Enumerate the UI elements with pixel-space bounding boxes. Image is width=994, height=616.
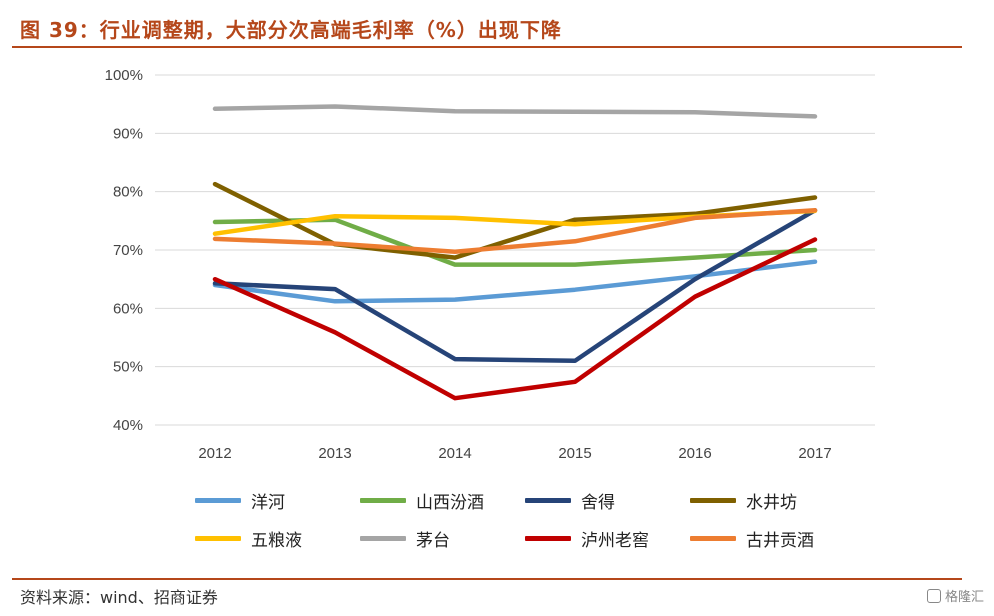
series-line-泸州老窖	[212, 237, 818, 401]
legend-item: 洋河	[195, 488, 360, 513]
y-tick-label: 60%	[113, 300, 143, 317]
legend-swatch	[195, 497, 241, 503]
legend-item: 山西汾酒	[360, 488, 525, 513]
watermark: 格隆汇	[926, 586, 984, 605]
legend-label: 五粮液	[251, 530, 302, 551]
y-tick-label: 80%	[113, 184, 143, 201]
x-axis-tick-labels: 2012 2013 2014 2015 2016 2017	[198, 445, 831, 462]
legend-swatch	[195, 535, 241, 541]
legend-swatch	[690, 497, 736, 503]
legend-item: 古井贡酒	[690, 526, 855, 551]
legend: 洋河 山西汾酒 舍得 水井坊五粮液 茅台 泸州老窖 古井贡酒	[195, 488, 855, 551]
y-tick-label: 90%	[113, 125, 143, 142]
legend-label: 水井坊	[746, 492, 797, 513]
y-tick-label: 70%	[113, 242, 143, 259]
legend-swatch	[525, 497, 571, 503]
x-tick-label: 2016	[678, 445, 711, 462]
legend-label: 泸州老窖	[581, 530, 649, 551]
x-tick-label: 2014	[438, 445, 471, 462]
y-axis-tick-labels: 40% 50% 60% 70% 80% 90% 100%	[105, 67, 143, 434]
series-line-古井贡酒	[212, 208, 818, 254]
x-tick-label: 2013	[318, 445, 351, 462]
series-line-水井坊	[212, 181, 818, 260]
y-tick-label: 100%	[105, 67, 143, 84]
legend-item: 舍得	[525, 488, 690, 513]
legend-item: 五粮液	[195, 526, 360, 551]
legend-label: 舍得	[581, 492, 615, 513]
y-tick-label: 50%	[113, 359, 143, 376]
watermark-logo-icon	[926, 588, 941, 603]
x-tick-label: 2017	[798, 445, 831, 462]
series-line-茅台	[212, 104, 818, 119]
legend-item: 水井坊	[690, 488, 855, 513]
legend-label: 山西汾酒	[416, 492, 484, 513]
gridlines	[155, 74, 875, 426]
series-line-舍得	[212, 208, 818, 364]
legend-swatch	[525, 535, 571, 541]
legend-label: 洋河	[251, 492, 285, 513]
legend-item: 泸州老窖	[525, 526, 690, 551]
legend-item: 茅台	[360, 526, 525, 551]
legend-swatch	[360, 535, 406, 541]
y-tick-label: 40%	[113, 417, 143, 434]
x-tick-label: 2012	[198, 445, 231, 462]
chart-title: 图 39：行业调整期，大部分次高端毛利率（%）出现下降	[20, 18, 562, 42]
watermark-text: 格隆汇	[944, 590, 984, 605]
legend-swatch	[690, 535, 736, 541]
footer-divider	[12, 578, 962, 580]
legend-label: 茅台	[416, 530, 450, 551]
series-lines	[212, 104, 818, 401]
line-chart: 40%50%60%70%80%90%100% 2012 2013 2014 2015 2…	[105, 67, 875, 462]
series-line-洋河	[212, 259, 818, 304]
legend-label: 古井贡酒	[746, 530, 814, 551]
legend-swatch	[360, 497, 406, 503]
title-divider	[12, 46, 962, 48]
x-tick-label: 2015	[558, 445, 591, 462]
source-note: 资料来源：wind、招商证券	[20, 588, 218, 607]
